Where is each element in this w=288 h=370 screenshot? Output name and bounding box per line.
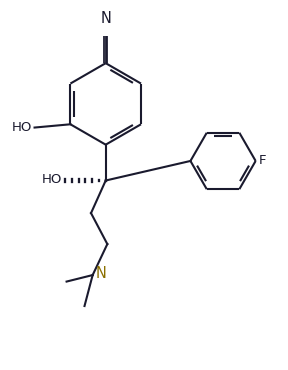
Text: HO: HO bbox=[12, 121, 32, 134]
Text: N: N bbox=[100, 11, 111, 27]
Text: N: N bbox=[96, 266, 107, 281]
Text: F: F bbox=[259, 154, 266, 168]
Text: HO: HO bbox=[42, 173, 62, 186]
